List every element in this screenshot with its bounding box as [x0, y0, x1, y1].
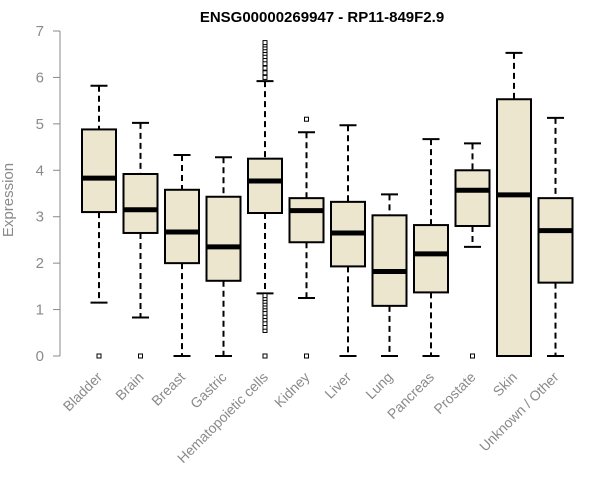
box-iqr — [454, 169, 491, 228]
box-group — [205, 156, 242, 357]
box-iqr — [122, 173, 159, 234]
chart-title: ENSG00000269947 - RP11-849F2.9 — [200, 9, 444, 26]
y-tick-label: 4 — [36, 162, 44, 179]
y-tick-label: 0 — [36, 348, 44, 365]
x-tick-label: Liver — [321, 369, 354, 402]
box-iqr — [288, 197, 325, 244]
box-group — [496, 51, 532, 357]
outlier-point — [262, 65, 268, 71]
y-tick-label: 5 — [36, 116, 44, 133]
box-group — [81, 84, 117, 359]
box-group — [454, 142, 491, 359]
y-axis-label: Expression — [0, 163, 17, 237]
outlier-point — [304, 353, 309, 359]
box-group — [122, 121, 159, 359]
x-tick-label: Lung — [362, 369, 395, 402]
box-iqr — [496, 98, 532, 357]
box-group — [288, 116, 325, 359]
y-axis-ticks: 0 1 2 3 4 5 6 7 — [36, 23, 60, 365]
y-tick-label: 3 — [36, 209, 44, 226]
box-group — [413, 138, 449, 357]
box-iqr — [81, 128, 117, 214]
x-tick-label: Breast — [148, 369, 188, 409]
box-group — [537, 116, 574, 357]
box-group — [164, 153, 200, 357]
box-group — [330, 124, 366, 357]
box-iqr — [205, 195, 242, 282]
outlier-point — [262, 70, 268, 76]
x-tick-label: Brain — [112, 369, 146, 403]
x-tick-label: Prostate — [430, 369, 478, 417]
y-tick-label: 6 — [36, 69, 44, 86]
box-iqr — [371, 214, 408, 307]
box-iqr — [413, 224, 449, 294]
outlier-point — [470, 353, 475, 359]
box-group — [247, 40, 283, 359]
x-tick-label: Kidney — [271, 369, 313, 411]
boxes-layer — [81, 40, 574, 359]
outlier-point — [304, 116, 309, 122]
outlier-point — [262, 74, 268, 80]
box-iqr — [247, 157, 283, 215]
y-tick-label: 1 — [36, 302, 44, 319]
box-group — [371, 193, 408, 357]
x-tick-label: Skin — [490, 369, 521, 400]
x-tick-label: Unknown / Other — [476, 369, 562, 455]
outlier-point — [262, 293, 268, 299]
outlier-point — [262, 40, 268, 46]
box-iqr — [537, 197, 574, 284]
outlier-point — [138, 353, 143, 359]
box-iqr — [164, 188, 200, 265]
y-tick-label: 2 — [36, 255, 44, 272]
outlier-point — [262, 353, 268, 359]
x-tick-label: Bladder — [60, 369, 106, 415]
y-tick-label: 7 — [36, 23, 44, 40]
outlier-point — [96, 353, 102, 359]
